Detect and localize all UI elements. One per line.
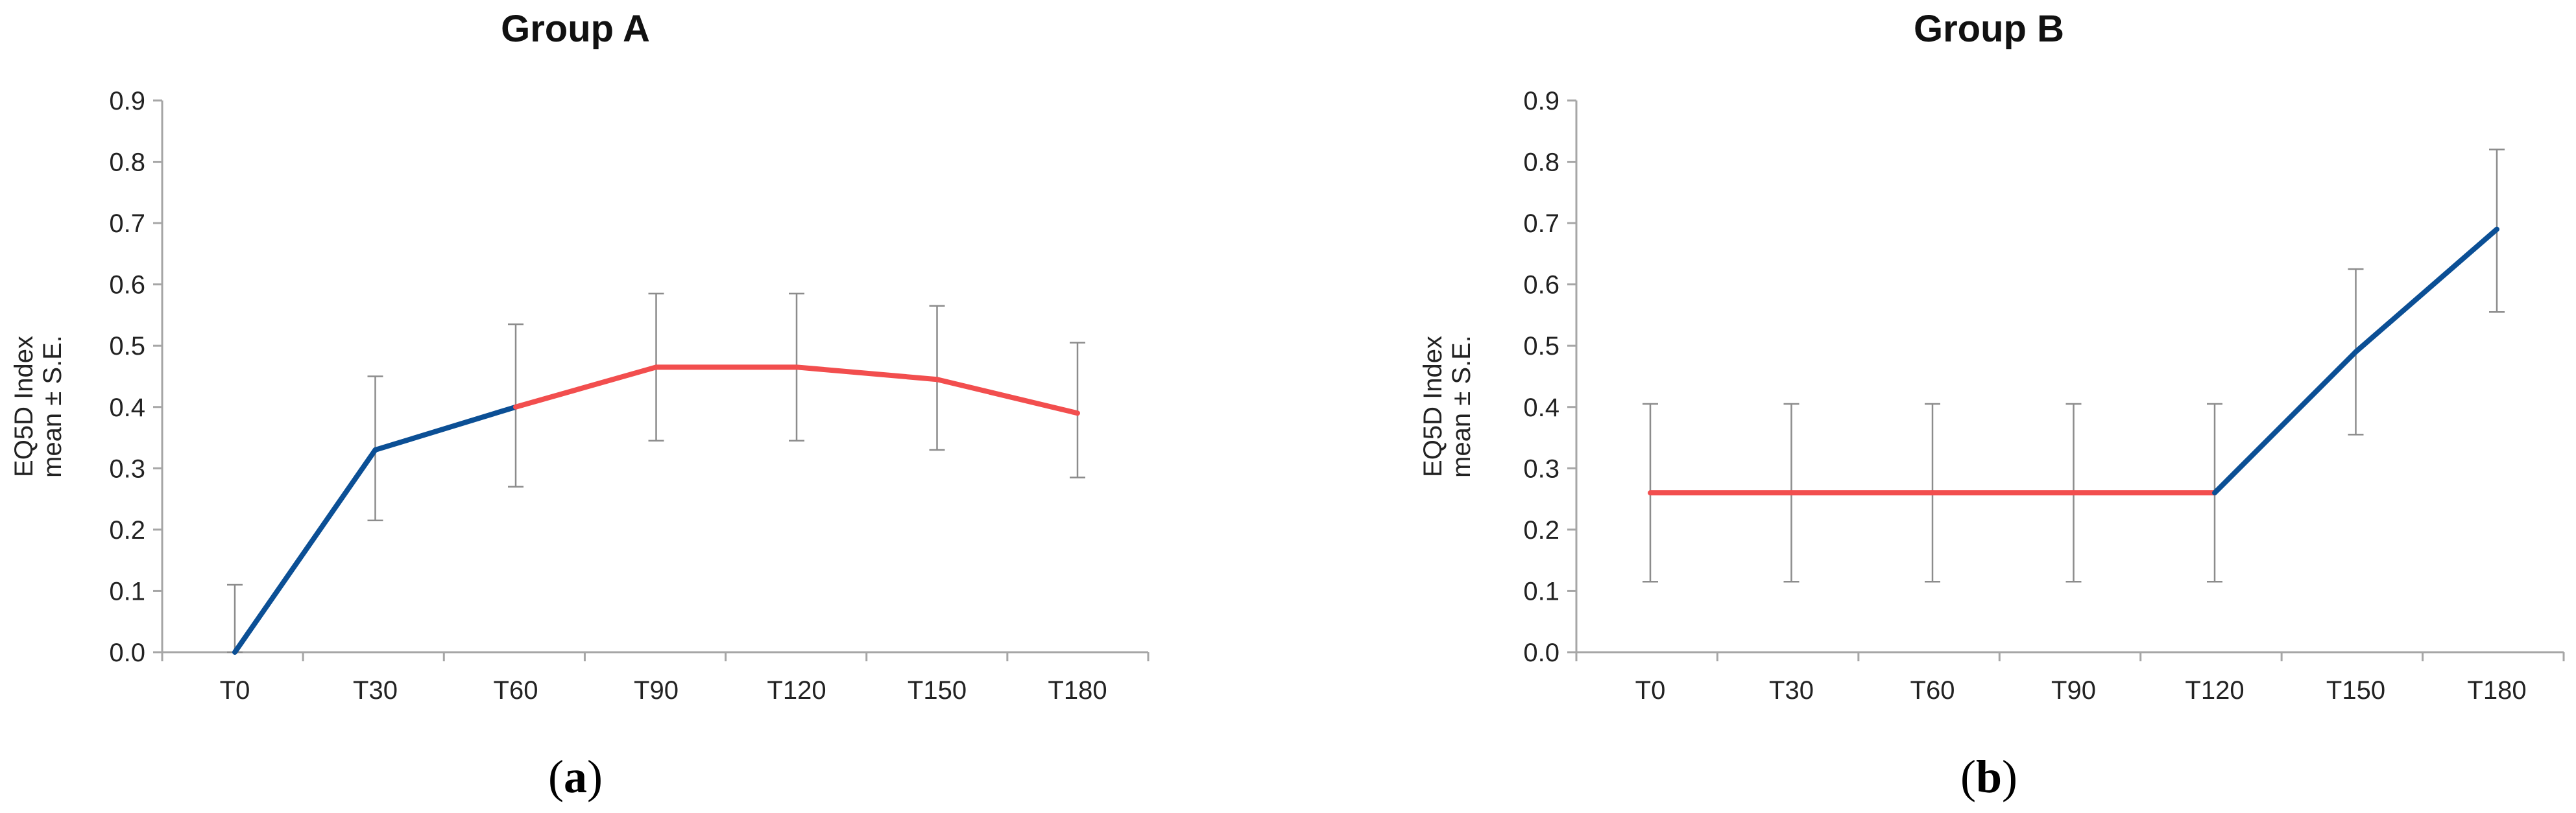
panel-label-b: (b) xyxy=(1960,751,2017,803)
y-tick-label-a: 0.1 xyxy=(109,577,145,606)
line-segment-a xyxy=(372,404,518,453)
panel-label-a-open: ( xyxy=(548,751,564,803)
x-tick-label-b: T180 xyxy=(2467,676,2526,705)
y-axis-label-b: EQ5D Index mean ± S.E. xyxy=(1419,335,1476,478)
y-tick-label-a: 0.2 xyxy=(109,516,145,545)
chart-title-a: Group A xyxy=(501,8,650,50)
panel-label-b-open: ( xyxy=(1960,751,1976,803)
y-tick-label-a: 0.3 xyxy=(109,454,145,483)
y-axis-label-b-line2: mean ± S.E. xyxy=(1447,335,1476,478)
y-tick-label-b: 0.0 xyxy=(1523,639,1559,667)
y-tick-label-b: 0.3 xyxy=(1523,454,1559,483)
panel-label-a-letter: a xyxy=(564,751,587,803)
line-segment-a xyxy=(232,447,378,655)
chart-group-a: Group A EQ5D Index mean ± S.E. 0.0 0.1 0.2… xyxy=(10,8,1150,803)
plot-area-b: 0.0 0.1 0.2 0.3 0.4 0.5 0.6 0.7 0.8 0.9 T0 T30 T60 T9… xyxy=(1523,87,2565,705)
x-tick-label-a: T30 xyxy=(353,676,398,705)
line-segment-a xyxy=(794,364,940,383)
y-axis-label-a-line2: mean ± S.E. xyxy=(38,335,67,478)
chart-title-b: Group B xyxy=(1914,8,2064,50)
x-tick-label-a: T120 xyxy=(767,676,826,705)
x-tick-label-b: T150 xyxy=(2326,676,2385,705)
y-tick-label-b: 0.5 xyxy=(1523,332,1559,360)
y-tick-label-a: 0.5 xyxy=(109,332,145,360)
x-tick-label-b: T60 xyxy=(1910,676,1955,705)
x-tick-label-a: T180 xyxy=(1048,676,1107,705)
y-tick-label-a: 0.0 xyxy=(109,639,145,667)
x-tick-label-b: T0 xyxy=(1635,676,1666,705)
y-tick-label-a: 0.6 xyxy=(109,271,145,300)
line-segment-b xyxy=(2353,226,2499,355)
y-tick-label-b: 0.6 xyxy=(1523,271,1559,300)
line-segment-a xyxy=(934,377,1080,416)
y-tick-label-a: 0.4 xyxy=(109,394,145,422)
y-tick-label-b: 0.8 xyxy=(1523,148,1559,177)
panel-label-a: (a) xyxy=(548,751,603,803)
x-tick-label-a: T90 xyxy=(634,676,679,705)
error-bar-a xyxy=(1070,342,1085,478)
x-tick-label-b: T90 xyxy=(2051,676,2096,705)
y-tick-label-a: 0.7 xyxy=(109,209,145,238)
x-tick-label-a: T60 xyxy=(494,676,538,705)
y-axis-label-a-line1: EQ5D Index xyxy=(10,336,38,477)
y-tick-label-b: 0.7 xyxy=(1523,209,1559,238)
y-axis-label-a: EQ5D Index mean ± S.E. xyxy=(10,335,67,478)
x-tick-label-a: T0 xyxy=(220,676,250,705)
panel-label-b-close: ) xyxy=(2002,751,2017,803)
panel-label-a-close: ) xyxy=(587,751,603,803)
y-tick-label-a: 0.8 xyxy=(109,148,145,177)
panel-label-b-letter: b xyxy=(1976,751,2002,803)
plot-area-a: 0.0 0.1 0.2 0.3 0.4 0.5 0.6 0.7 0.8 0.9 T0 T30 T60 T9… xyxy=(109,87,1150,705)
x-tick-label-a: T150 xyxy=(908,676,967,705)
line-segment-a xyxy=(513,364,659,410)
x-tick-label-b: T120 xyxy=(2185,676,2244,705)
y-tick-label-b: 0.1 xyxy=(1523,577,1559,606)
y-axis-label-b-line1: EQ5D Index xyxy=(1419,336,1447,477)
y-tick-label-b: 0.2 xyxy=(1523,516,1559,545)
y-tick-label-a: 0.9 xyxy=(109,87,145,115)
chart-group-b: Group B EQ5D Index mean ± S.E. 0.0 0.1 0.2… xyxy=(1419,8,2565,803)
x-tick-label-b: T30 xyxy=(1769,676,1814,705)
y-tick-label-b: 0.4 xyxy=(1523,394,1559,422)
line-segment-b xyxy=(2212,349,2359,496)
y-tick-label-b: 0.9 xyxy=(1523,87,1559,115)
